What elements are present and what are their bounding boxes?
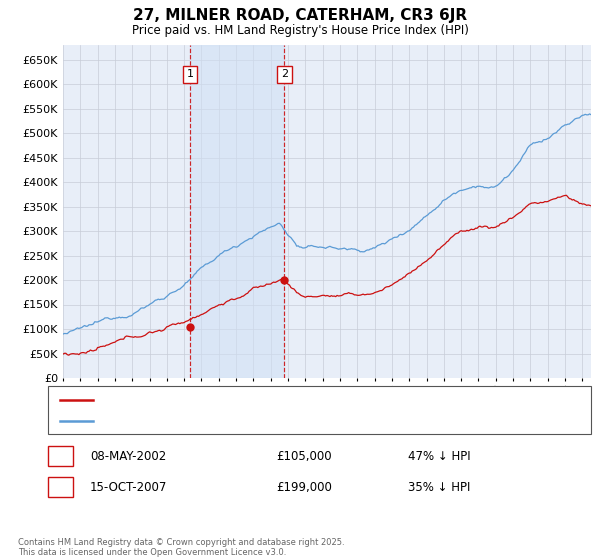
Text: Price paid vs. HM Land Registry's House Price Index (HPI): Price paid vs. HM Land Registry's House … — [131, 24, 469, 36]
Text: 15-OCT-2007: 15-OCT-2007 — [90, 480, 167, 494]
Text: 1: 1 — [187, 69, 194, 79]
Text: HPI: Average price, semi-detached house, Tandridge: HPI: Average price, semi-detached house,… — [100, 416, 373, 426]
Text: 1: 1 — [56, 450, 65, 463]
Text: £199,000: £199,000 — [276, 480, 332, 494]
Bar — [190, 45, 284, 378]
Text: 2: 2 — [281, 69, 288, 79]
Text: 2: 2 — [56, 480, 65, 494]
Text: 35% ↓ HPI: 35% ↓ HPI — [408, 480, 470, 494]
Text: 47% ↓ HPI: 47% ↓ HPI — [408, 450, 470, 463]
Text: Contains HM Land Registry data © Crown copyright and database right 2025.
This d: Contains HM Land Registry data © Crown c… — [18, 538, 344, 557]
Text: £105,000: £105,000 — [276, 450, 332, 463]
Text: 08-MAY-2002: 08-MAY-2002 — [90, 450, 166, 463]
Text: 27, MILNER ROAD, CATERHAM, CR3 6JR: 27, MILNER ROAD, CATERHAM, CR3 6JR — [133, 8, 467, 24]
Text: 27, MILNER ROAD, CATERHAM, CR3 6JR (semi-detached house): 27, MILNER ROAD, CATERHAM, CR3 6JR (semi… — [100, 395, 428, 405]
